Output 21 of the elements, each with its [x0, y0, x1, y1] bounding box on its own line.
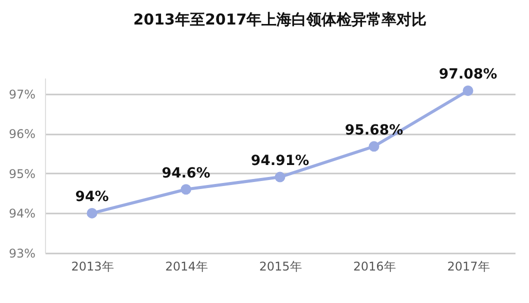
y-tick-label: 93% [8, 246, 36, 260]
data-label: 95.68% [344, 122, 404, 138]
point [274, 172, 286, 182]
chart-title: 2013年至2017年上海白领体检异常率对比 [133, 10, 427, 29]
x-tick-label: 2015年 [259, 260, 302, 274]
x-tick-label: 2013年 [71, 260, 114, 274]
y-tick-label: 94% [8, 206, 36, 221]
y-tick-label: 96% [8, 127, 36, 142]
data-label: 97.08% [438, 66, 498, 83]
y-tick-label: 97% [8, 87, 36, 102]
point [368, 141, 380, 152]
data-label: 94.91% [250, 153, 310, 170]
point [180, 184, 192, 195]
data-label: 94.6% [162, 165, 210, 182]
y-tick-label: 95% [8, 166, 36, 181]
x-tick-label: 2014年 [165, 260, 208, 274]
x-tick-label: 2016年 [353, 260, 396, 274]
point [462, 85, 474, 96]
data-label: 94% [75, 189, 109, 206]
x-tick-label: 2017年 [447, 260, 490, 274]
point [86, 208, 98, 218]
